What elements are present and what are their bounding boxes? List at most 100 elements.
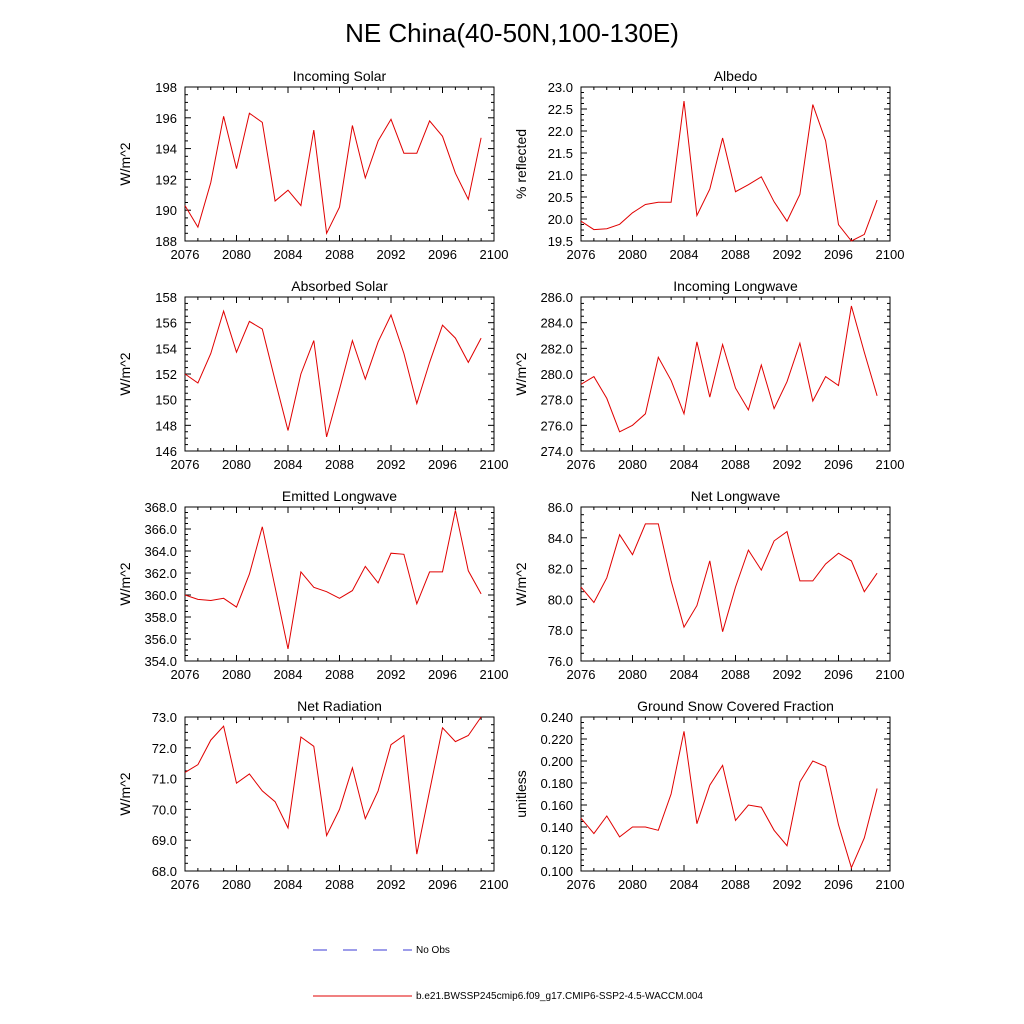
x-tick-label: 2076	[171, 247, 200, 262]
y-tick-label: 20.5	[548, 190, 573, 205]
x-tick-label: 2100	[876, 877, 905, 892]
x-tick-label: 2076	[567, 667, 596, 682]
y-tick-label: 192	[155, 172, 177, 187]
x-tick-label: 2088	[325, 667, 354, 682]
y-tick-label: 68.0	[152, 864, 177, 879]
y-tick-label: 368.0	[144, 500, 177, 515]
series-line	[184, 510, 482, 650]
x-tick-label: 2080	[222, 457, 251, 472]
y-tick-label: 188	[155, 234, 177, 249]
chart-title: Emitted Longwave	[282, 488, 397, 504]
y-tick-label: 286.0	[540, 290, 573, 305]
x-tick-label: 2092	[773, 247, 802, 262]
y-axis-label: W/m^2	[117, 772, 133, 815]
y-tick-label: 0.180	[540, 776, 573, 791]
series-line	[580, 731, 878, 870]
chart-title: Incoming Longwave	[673, 278, 798, 294]
plot-frame	[184, 86, 495, 242]
x-tick-label: 2100	[480, 247, 509, 262]
y-tick-label: 71.0	[152, 772, 177, 787]
x-tick-label: 2088	[325, 877, 354, 892]
chart-title: Albedo	[714, 68, 758, 84]
y-tick-label: 150	[155, 393, 177, 408]
y-tick-label: 0.220	[540, 732, 573, 747]
y-axis-label: W/m^2	[513, 562, 529, 605]
x-tick-label: 2084	[670, 457, 699, 472]
y-tick-label: 0.140	[540, 820, 573, 835]
x-tick-label: 2096	[428, 877, 457, 892]
x-tick-label: 2096	[824, 667, 853, 682]
x-tick-label: 2092	[377, 667, 406, 682]
y-axis-label: unitless	[513, 770, 529, 817]
y-tick-label: 22.0	[548, 124, 573, 139]
y-axis-label: W/m^2	[117, 142, 133, 185]
x-tick-label: 2076	[171, 877, 200, 892]
y-tick-label: 22.5	[548, 102, 573, 117]
chart-panel: Incoming Longwave W/m^2 2076 2080 2084 2088 20…	[513, 278, 904, 472]
x-tick-label: 2088	[325, 457, 354, 472]
series-line	[580, 101, 878, 242]
y-tick-label: 152	[155, 367, 177, 382]
y-axis-label: W/m^2	[513, 352, 529, 395]
chart-panel: Albedo % reflected 2076 2080 2084 2088 2092 209…	[513, 68, 904, 262]
y-tick-label: 69.0	[152, 833, 177, 848]
x-tick-label: 2100	[876, 457, 905, 472]
figure-title: NE China(40-50N,100-130E)	[345, 18, 679, 48]
x-tick-label: 2100	[480, 877, 509, 892]
y-tick-label: 282.0	[540, 341, 573, 356]
y-tick-label: 0.240	[540, 710, 573, 725]
y-tick-label: 198	[155, 80, 177, 95]
x-tick-label: 2080	[222, 877, 251, 892]
y-tick-label: 194	[155, 142, 177, 157]
chart-title: Ground Snow Covered Fraction	[637, 698, 834, 714]
plot-frame	[184, 716, 495, 872]
x-tick-label: 2100	[480, 667, 509, 682]
x-tick-label: 2080	[222, 667, 251, 682]
y-axis-label: % reflected	[513, 129, 529, 199]
x-tick-label: 2100	[876, 247, 905, 262]
y-tick-label: 20.0	[548, 212, 573, 227]
y-tick-label: 274.0	[540, 444, 573, 459]
y-tick-label: 84.0	[548, 531, 573, 546]
legend-obs-label: No Obs	[416, 945, 450, 956]
y-tick-label: 86.0	[548, 500, 573, 515]
chart-panel: Incoming Solar W/m^2 2076 2080 2084 2088 2092 2…	[117, 68, 508, 262]
x-tick-label: 2084	[274, 877, 303, 892]
chart-panel: Net Longwave W/m^2 2076 2080 2084 2088 2092 209…	[513, 488, 904, 682]
chart-panel: Emitted Longwave W/m^2 2076 2080 2084 2088 209…	[117, 488, 508, 682]
x-tick-label: 2088	[721, 667, 750, 682]
y-tick-label: 0.200	[540, 754, 573, 769]
x-tick-label: 2096	[824, 877, 853, 892]
y-tick-label: 356.0	[144, 632, 177, 647]
x-tick-label: 2076	[171, 457, 200, 472]
y-tick-label: 78.0	[548, 623, 573, 638]
x-tick-label: 2096	[428, 247, 457, 262]
x-tick-label: 2100	[480, 457, 509, 472]
x-tick-label: 2080	[618, 247, 647, 262]
x-tick-label: 2076	[567, 877, 596, 892]
x-tick-label: 2092	[377, 247, 406, 262]
series-line	[580, 523, 878, 632]
x-tick-label: 2096	[824, 247, 853, 262]
y-axis-label: W/m^2	[117, 352, 133, 395]
y-tick-label: 76.0	[548, 654, 573, 669]
chart-title: Net Longwave	[691, 488, 781, 504]
x-tick-label: 2092	[377, 877, 406, 892]
x-tick-label: 2092	[773, 667, 802, 682]
x-tick-label: 2088	[721, 247, 750, 262]
y-tick-label: 362.0	[144, 566, 177, 581]
chart-panel: Ground Snow Covered Fraction unitless 2076…	[513, 698, 904, 892]
y-tick-label: 82.0	[548, 562, 573, 577]
y-tick-label: 354.0	[144, 654, 177, 669]
y-tick-label: 0.160	[540, 798, 573, 813]
y-tick-label: 148	[155, 418, 177, 433]
x-tick-label: 2088	[721, 457, 750, 472]
x-tick-label: 2080	[618, 457, 647, 472]
series-line	[184, 716, 482, 855]
y-tick-label: 23.0	[548, 80, 573, 95]
x-tick-label: 2084	[670, 667, 699, 682]
y-tick-label: 358.0	[144, 610, 177, 625]
y-tick-label: 196	[155, 111, 177, 126]
chart-panel: Absorbed Solar W/m^2 2076 2080 2084 2088 2092 2…	[117, 278, 508, 472]
